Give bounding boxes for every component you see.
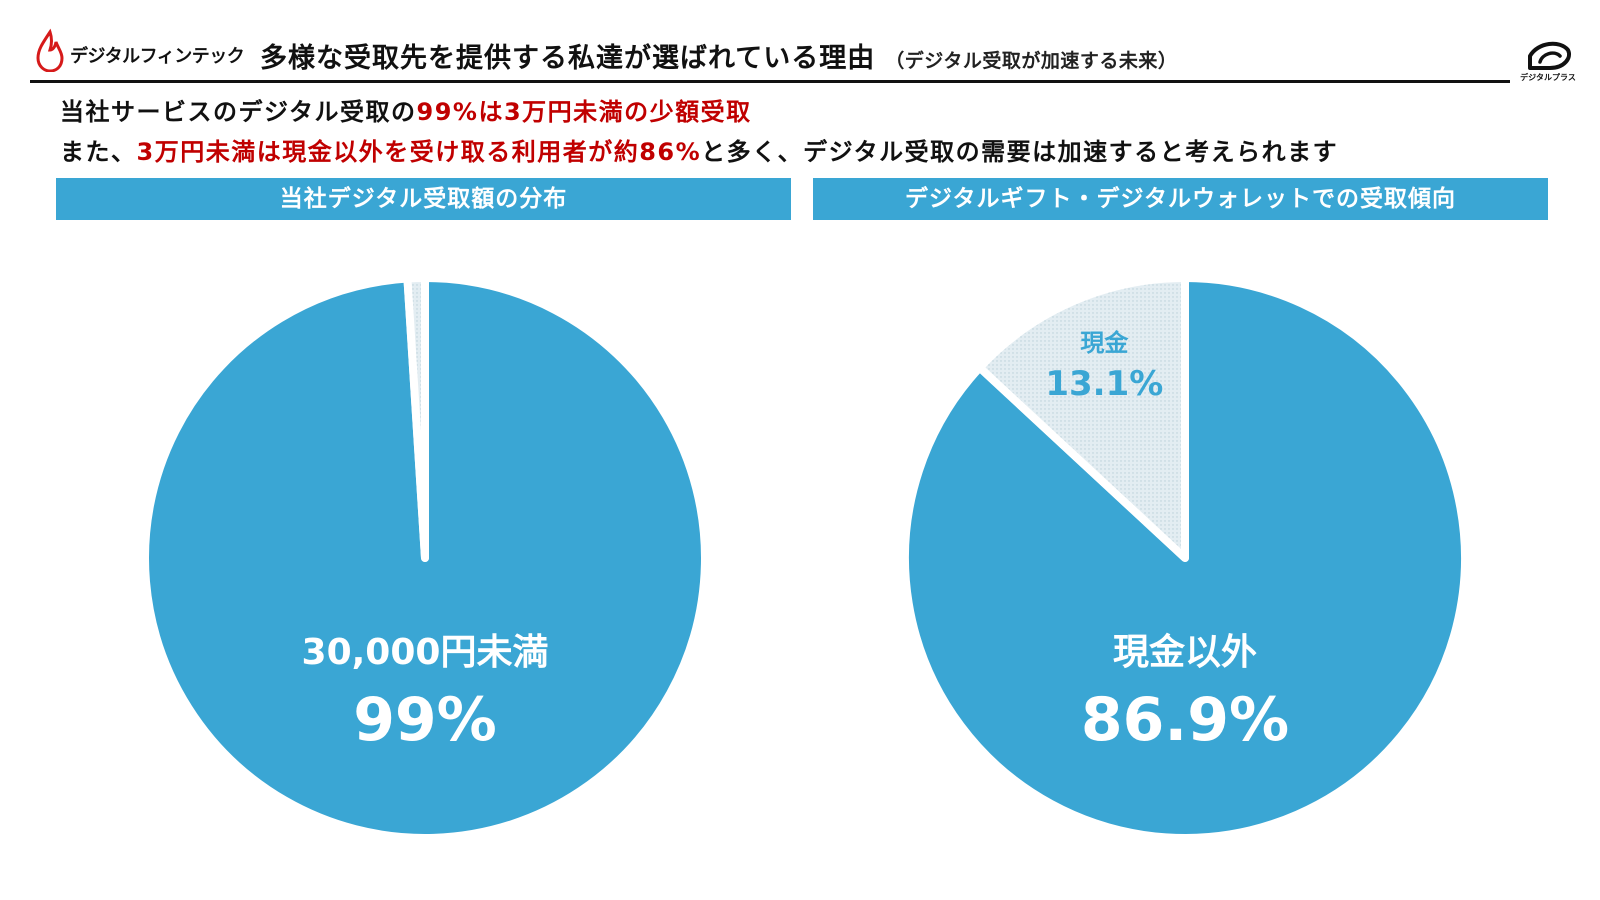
page-title-main: 多様な受取先を提供する私達が選ばれている理由 [260,43,876,74]
chart-2-slice-2-value: 13.1% [1045,364,1163,404]
lead-line-1-text: 当社サービスのデジタル受取の [60,98,417,126]
chart-1-slice-1-label: 30,000円未満 [302,632,549,673]
page-title: 多様な受取先を提供する私達が選ばれている理由 （デジタル受取が加速する未来） [260,36,1177,75]
chart-1-title: 当社デジタル受取額の分布 [56,178,791,220]
lead-line-1: 当社サービスのデジタル受取の99%は3万円未満の少額受取 [60,92,752,127]
chart-2-slice-2 [975,274,1189,562]
header: デジタルフィンテック 多様な受取先を提供する私達が選ばれている理由 （デジタル受取… [36,28,1520,84]
flame-logo-icon [36,28,64,72]
chart-2-slice-1-value: 86.9% [1081,685,1289,755]
chart-1-slice-1-value: 99% [353,685,497,755]
lead-line-2: また、3万円未満は現金以外を受け取る利用者が約86%と多く、デジタル受取の需要は… [60,132,1338,167]
lead-line-2-text-b: と多く、デジタル受取の需要は加速すると考えられます [701,138,1339,166]
page-subtitle: （デジタル受取が加速する未来） [885,50,1178,72]
chart-2-slice-2-label: 現金 [1080,329,1129,357]
brand-name: デジタルフィンテック [70,46,245,67]
chart-1-slice-2 [403,274,429,562]
lead-line-2-text-a: また、 [60,138,137,166]
lead-line-2-emphasis: 3万円未満は現金以外を受け取る利用者が約86% [136,138,702,166]
chart-2-title: デジタルギフト・デジタルウォレットでの受取傾向 [813,178,1548,220]
title-divider [30,80,1510,83]
chart-2-slice-1-label: 現金以外 [1113,631,1257,673]
digital-plus-logo-icon [1528,41,1571,70]
lead-line-1-emphasis: 99%は3万円未満の少額受取 [416,98,752,126]
digital-plus-logo-text: デジタルプラス [1520,73,1576,82]
